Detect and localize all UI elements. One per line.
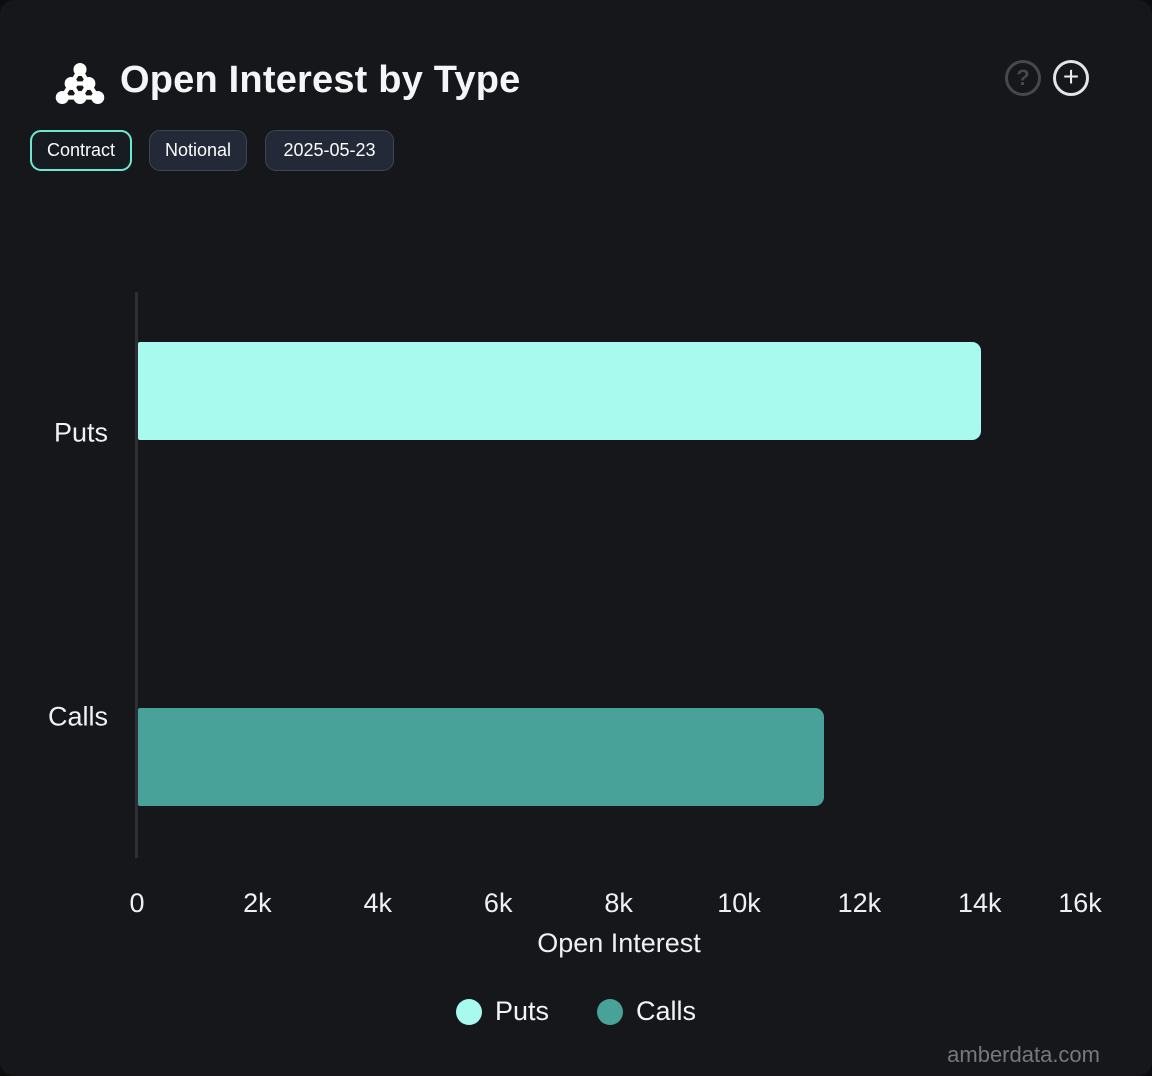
date-picker-button[interactable]: 2025-05-23 [265,130,394,171]
y-axis-label-calls: Calls [47,701,108,732]
plus-glyph: + [1062,60,1080,92]
x-tick-12k: 12k [837,888,882,918]
legend-label: Calls [636,996,697,1026]
toggle-notional-button[interactable]: Notional [149,130,247,171]
help-glyph: ? [1016,65,1030,90]
legend-label: Puts [494,996,549,1026]
legend-item-puts[interactable]: Puts [455,996,549,1027]
x-tick-0: 0 [129,888,145,918]
add-icon[interactable]: + [1053,60,1089,96]
bar-puts[interactable] [138,342,981,440]
amberdata-logo-icon [55,62,105,105]
x-tick-6k: 6k [483,888,513,918]
legend-dot-calls [597,998,623,1025]
x-axis-title: Open Interest [537,928,701,958]
page-title: Open Interest by Type [120,59,521,101]
x-tick-8k: 8k [604,888,633,918]
x-tick-16k: 16k [1058,888,1102,918]
x-tick-4k: 4k [363,888,393,918]
y-axis-label-puts: Puts [53,417,108,448]
x-tick-10k: 10k [717,888,761,918]
watermark: amberdata.com [947,1042,1100,1067]
legend-item-calls[interactable]: Calls [597,996,696,1027]
legend-dot-puts [455,998,482,1025]
y-axis-line [135,292,138,858]
help-icon[interactable]: ? [1005,60,1041,96]
toggle-contract-button[interactable]: Contract [30,130,132,171]
x-tick-14k: 14k [958,888,1002,918]
chart-legend: Puts Calls [0,996,1152,1027]
bar-calls[interactable] [138,708,824,806]
x-tick-2k: 2k [243,888,272,918]
